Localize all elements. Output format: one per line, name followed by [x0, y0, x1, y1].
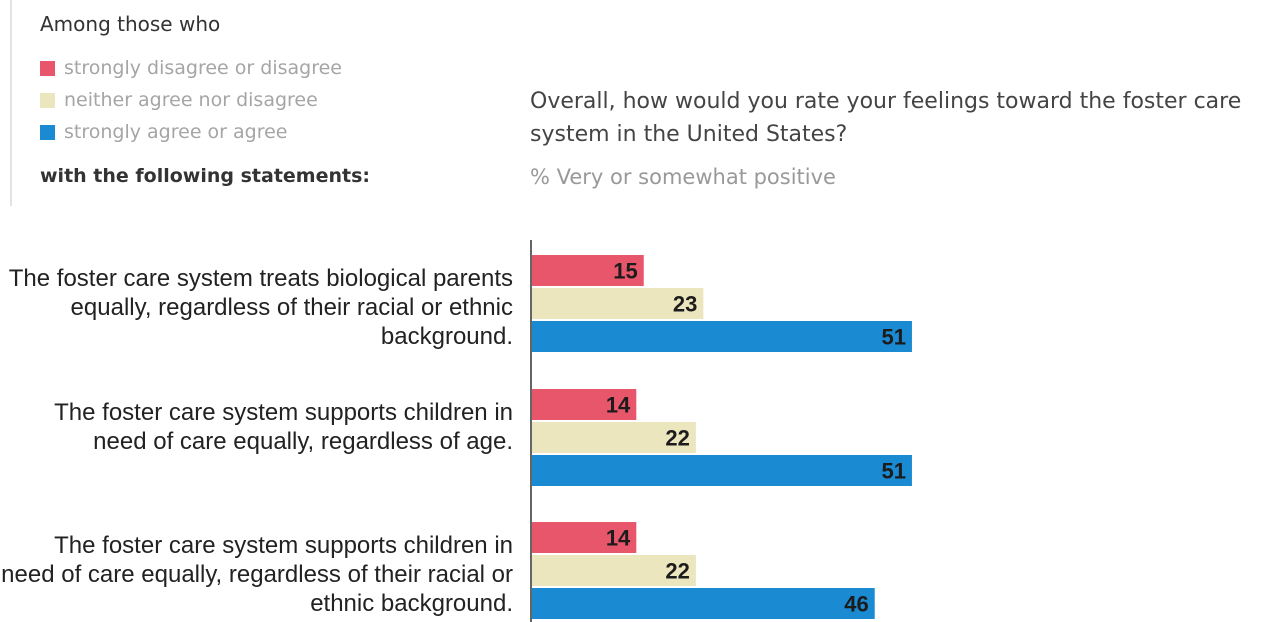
legend-swatch-agree [40, 124, 55, 140]
bar-neutral-1 [532, 288, 704, 319]
bar-agree-1 [532, 321, 912, 352]
data-label-agree-1: 51 [881, 325, 905, 350]
legend-footer: with the following statements: [40, 165, 370, 187]
legend-item-neutral: neither agree nor disagree [40, 88, 318, 112]
legend-heading: Among those who [40, 12, 221, 36]
bar-neutral-2 [532, 422, 696, 453]
legend-swatch-neutral [40, 92, 55, 108]
chart-subtitle: % Very or somewhat positive [530, 165, 836, 189]
legend-label-agree: strongly agree or agree [64, 121, 288, 143]
legend-label-neutral: neither agree nor disagree [64, 89, 318, 111]
data-label-neutral-2: 22 [665, 426, 689, 451]
legend-panel [10, 0, 512, 206]
data-label-agree-2: 51 [881, 459, 905, 484]
data-label-agree-3: 46 [844, 592, 868, 617]
legend-swatch-disagree [40, 60, 55, 76]
category-label-2: The foster care system supports children… [54, 399, 513, 455]
chart-question: Overall, how would you rate your feeling… [530, 89, 1242, 147]
bar-neutral-3 [532, 555, 696, 586]
bar-disagree-2 [532, 389, 637, 420]
data-label-neutral-3: 22 [665, 559, 689, 584]
category-label-1: The foster care system treats biological… [8, 265, 513, 350]
data-label-neutral-1: 23 [673, 292, 697, 317]
bar-agree-3 [532, 588, 875, 619]
data-label-disagree-2: 14 [606, 393, 631, 418]
bar-agree-2 [532, 455, 912, 486]
legend-item-agree: strongly agree or agree [40, 120, 288, 144]
legend-item-disagree: strongly disagree or disagree [40, 56, 342, 80]
category-label-3: The foster care system supports children… [1, 532, 513, 617]
data-label-disagree-1: 15 [613, 259, 637, 284]
bar-disagree-1 [532, 255, 644, 286]
data-label-disagree-3: 14 [606, 526, 631, 551]
legend-label-disagree: strongly disagree or disagree [64, 57, 342, 79]
bar-disagree-3 [532, 522, 637, 553]
